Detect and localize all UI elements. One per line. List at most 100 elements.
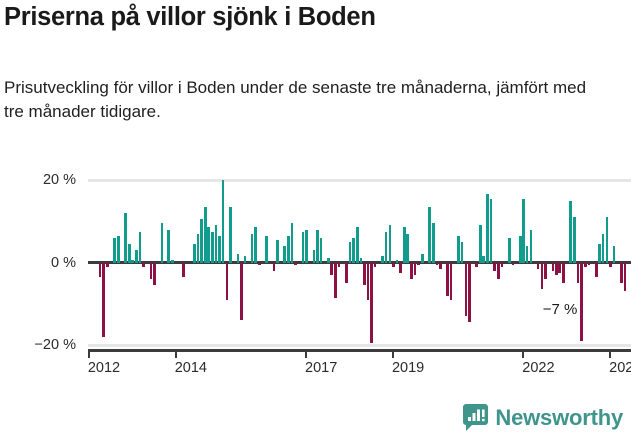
chart-bar xyxy=(236,254,240,263)
chart-bar xyxy=(149,262,153,279)
chart-bar xyxy=(435,262,439,265)
chart-bar xyxy=(493,262,496,271)
chart-bar xyxy=(254,227,257,263)
chart-bar xyxy=(160,223,164,263)
chart-bar xyxy=(356,227,359,263)
chart-bar xyxy=(518,235,522,263)
chart-bar xyxy=(497,262,500,279)
chart-bar xyxy=(475,262,479,267)
plot-area xyxy=(88,160,631,360)
page-title: Priserna på villor sjönk i Boden xyxy=(4,3,376,31)
bar-chart: −20 % 0 % 20 % 2012 2014 2017 2019 2022 2024 −7… xyxy=(0,160,631,395)
chart-bar xyxy=(127,243,131,263)
chart-bar xyxy=(200,219,203,263)
chart-bar xyxy=(438,262,442,269)
chart-bar xyxy=(258,262,261,265)
chart-bar xyxy=(286,235,290,263)
chart-bar xyxy=(381,256,384,263)
chart-bar xyxy=(138,231,142,263)
chart-bar xyxy=(142,262,145,267)
chart-bar xyxy=(478,225,482,263)
chart-bar xyxy=(352,237,355,263)
x-axis-tick-label: 2024 xyxy=(609,360,631,376)
chart-bar xyxy=(508,237,511,263)
chart-bar xyxy=(468,262,471,323)
chart-bar xyxy=(362,262,366,286)
chart-bar xyxy=(348,241,352,263)
chart-bar xyxy=(576,262,580,284)
chart-bar xyxy=(167,229,171,263)
chart-bar xyxy=(214,225,218,263)
chart-bar xyxy=(525,246,529,263)
chart-bar xyxy=(265,235,268,263)
x-axis-tick xyxy=(305,351,308,358)
chart-bar xyxy=(413,262,417,275)
chart-bar xyxy=(482,256,486,263)
chart-bar xyxy=(203,206,207,263)
chart-bar xyxy=(117,235,120,263)
chart-bar xyxy=(272,262,276,271)
zero-line xyxy=(88,261,631,264)
chart-bar xyxy=(153,262,156,286)
chart-bar xyxy=(410,262,413,279)
chart-bar xyxy=(623,262,627,292)
chart-bar xyxy=(312,250,316,263)
chart-bar xyxy=(330,262,333,275)
x-axis-tick xyxy=(392,351,395,358)
chart-bar xyxy=(207,227,211,263)
chart-bar xyxy=(210,231,214,263)
chart-bar xyxy=(373,262,377,267)
chart-bar xyxy=(601,233,605,263)
chart-bar xyxy=(584,262,587,267)
chart-bar xyxy=(620,262,623,284)
chart-bar xyxy=(193,243,196,263)
chart-bar xyxy=(283,246,287,263)
chart-bar xyxy=(225,262,229,300)
chart-bar xyxy=(449,262,453,300)
x-axis-tick xyxy=(609,351,612,358)
chart-bar xyxy=(134,250,138,263)
chart-bar xyxy=(370,262,373,343)
chart-bar xyxy=(500,262,504,267)
chart-bar xyxy=(402,227,406,263)
chart-bar xyxy=(345,262,348,284)
chart-bar xyxy=(399,262,403,273)
chart-bar xyxy=(392,262,395,267)
chart-bar xyxy=(131,260,135,263)
page-subtitle: Prisutveckling för villor i Boden under … xyxy=(4,78,587,122)
chart-bar xyxy=(587,262,591,265)
x-axis-tick-label: 2019 xyxy=(391,360,425,376)
chart-bar xyxy=(337,262,341,267)
chart-bar xyxy=(305,229,308,263)
chart-bar xyxy=(544,262,547,279)
chart-bar xyxy=(366,262,370,300)
chart-bar xyxy=(229,206,232,263)
chart-bar xyxy=(316,229,319,263)
newsworthy-logo[interactable]: Newsworthy xyxy=(463,404,623,431)
y-axis-tick-label: 20 % xyxy=(42,172,76,188)
x-axis-tick-label: 2017 xyxy=(305,360,338,376)
x-axis-line xyxy=(88,349,631,352)
chart-bar xyxy=(580,262,583,341)
chart-bar xyxy=(551,262,555,271)
chart-bar xyxy=(326,258,330,263)
chart-bar xyxy=(388,225,392,263)
chart-bar xyxy=(511,262,515,265)
chart-bar xyxy=(319,237,323,263)
chart-bar xyxy=(540,262,544,290)
chart-bar xyxy=(569,200,572,263)
chart-bar xyxy=(562,262,565,284)
chart-bar xyxy=(460,241,464,263)
chart-bar xyxy=(457,235,460,263)
last-value-annotation: −7 % xyxy=(542,300,578,318)
chart-bar xyxy=(605,217,609,263)
chart-bar xyxy=(221,180,225,263)
chart-bar xyxy=(106,262,109,267)
chart-bar xyxy=(446,262,449,296)
chart-bar xyxy=(113,237,116,263)
chart-bar xyxy=(432,223,435,263)
chart-bar xyxy=(558,262,562,273)
chart-bar xyxy=(522,198,525,263)
chart-bar xyxy=(102,262,105,337)
chart-bar xyxy=(573,217,576,263)
